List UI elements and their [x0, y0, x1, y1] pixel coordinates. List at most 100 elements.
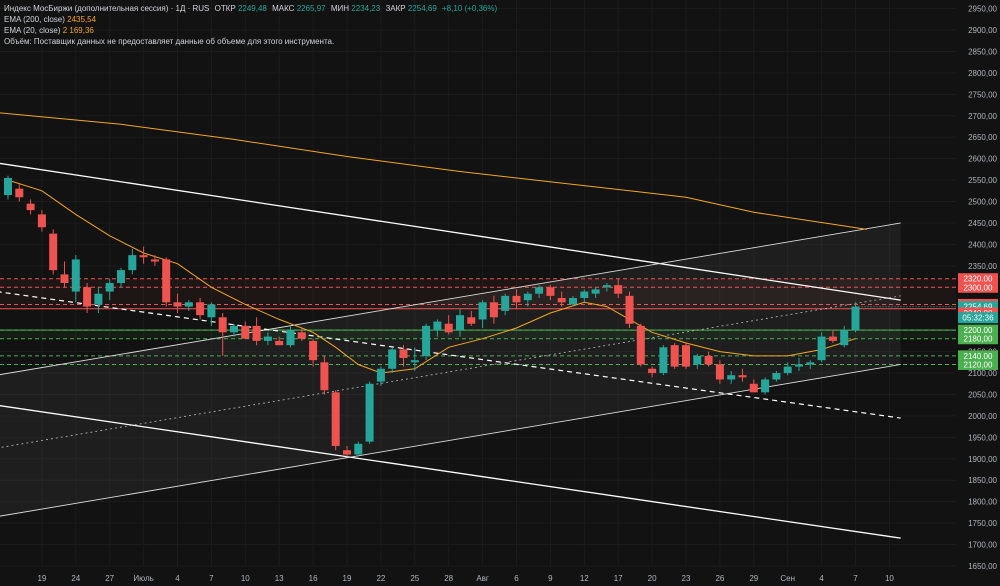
candle-body [105, 283, 114, 292]
trendline [0, 405, 901, 539]
candle-body [150, 259, 159, 262]
candle-body [727, 375, 736, 380]
candle-body [207, 304, 216, 318]
candle-body [614, 285, 623, 294]
change-value: +8,10 (+0,36%) [442, 4, 498, 13]
legend-ohlc-row: Индекс МосБиржи (дополнительная сессия) … [4, 3, 497, 14]
candle-body [795, 364, 803, 367]
price-badge [958, 333, 998, 345]
candle-body [196, 302, 205, 316]
candle-body [263, 336, 272, 341]
candle-body [286, 330, 295, 346]
x-tick-label: 10 [241, 574, 250, 583]
x-tick-label: 28 [444, 574, 453, 583]
ema200-line [0, 112, 867, 230]
y-tick-label: 1950,00 [968, 433, 997, 442]
candle-body [297, 332, 306, 339]
candle-body [71, 259, 80, 292]
candle-body [569, 298, 577, 305]
x-tick-label: 7 [853, 574, 858, 583]
high-value: 2265,97 [296, 4, 326, 13]
x-tick-label: 16 [309, 574, 318, 583]
y-tick-label: 2600,00 [968, 155, 997, 164]
legend-ema20-row[interactable]: EMA (20, close) 2 169,36 [4, 25, 497, 36]
price-badge [958, 281, 998, 293]
high-label: МАКС [272, 4, 295, 13]
close-label: ЗАКР [385, 4, 406, 13]
price-badge-label: 2254,69 [964, 303, 993, 312]
open-value: 2249,48 [237, 4, 267, 13]
y-tick-label: 1750,00 [968, 519, 997, 528]
y-tick-label: 1650,00 [968, 562, 997, 571]
candle-body [456, 315, 464, 331]
symbol-title[interactable]: Индекс МосБиржи (дополнительная сессия) … [4, 4, 210, 13]
price-badge [958, 350, 998, 362]
candle-body [512, 295, 521, 303]
candle-body [489, 302, 498, 318]
x-tick-label: 24 [71, 574, 80, 583]
candle-body [320, 362, 329, 391]
x-tick-label: 25 [410, 574, 419, 583]
y-tick-label: 2350,00 [968, 262, 997, 271]
candle-body [761, 379, 770, 393]
x-tick-label: 19 [37, 574, 46, 583]
candle-body [648, 368, 657, 374]
candle-body [49, 233, 58, 271]
y-tick-label: 2000,00 [968, 412, 997, 421]
y-tick-label: 1850,00 [968, 476, 997, 485]
candle-body [376, 368, 385, 382]
x-tick-label: 4 [819, 574, 824, 583]
legend-ema200-row[interactable]: EMA (200, close) 2435,54 [4, 14, 497, 25]
y-tick-label: 2700,00 [968, 112, 997, 121]
candle-body [60, 274, 69, 283]
y-tick-label: 1800,00 [968, 498, 997, 507]
candle-body [693, 355, 702, 365]
y-tick-label: 2500,00 [968, 198, 997, 207]
candle-body [128, 255, 137, 271]
x-tick-label: 22 [376, 574, 385, 583]
candle-body [399, 349, 408, 359]
candle-body [602, 285, 611, 288]
x-tick-label: 26 [715, 574, 724, 583]
candle-body [309, 340, 318, 361]
support-zone [0, 330, 956, 339]
y-tick-label: 2950,00 [968, 5, 997, 14]
candle-body [546, 287, 555, 296]
candle-body [501, 295, 510, 311]
candle-body [670, 345, 679, 367]
y-tick-label: 2450,00 [968, 219, 997, 228]
candle-body [478, 302, 487, 320]
open-label: ОТКР [214, 4, 236, 13]
x-tick-label: Авг [476, 574, 489, 583]
price-badge [958, 324, 998, 336]
trendline [0, 291, 901, 419]
x-tick-label: 6 [514, 574, 519, 583]
candle-body [331, 392, 340, 446]
candle-body [94, 293, 103, 305]
price-badge [958, 301, 998, 313]
price-badge-label: 2300,00 [964, 283, 993, 292]
x-tick-label: 19 [343, 574, 352, 583]
candle-body [715, 364, 724, 380]
x-tick-label: 12 [580, 574, 589, 583]
candle-body [26, 203, 35, 211]
price-badge [958, 358, 998, 370]
y-tick-label: 2850,00 [968, 47, 997, 56]
trendline [0, 222, 901, 376]
candle-body [523, 293, 532, 301]
y-tick-label: 1900,00 [968, 455, 997, 464]
candle-body [83, 287, 92, 307]
candle-body [410, 360, 419, 363]
close-value: 2254,69 [407, 4, 437, 13]
candle-body [15, 188, 24, 198]
candle-body [241, 325, 250, 339]
candle-body [230, 325, 238, 333]
candle-body [252, 325, 261, 341]
price-badge-label: 2180,00 [964, 335, 993, 344]
candle-body [139, 255, 148, 258]
price-badge-label: 2200,00 [964, 326, 993, 335]
candle-body [806, 362, 815, 365]
x-tick-label: Сен [780, 574, 795, 583]
